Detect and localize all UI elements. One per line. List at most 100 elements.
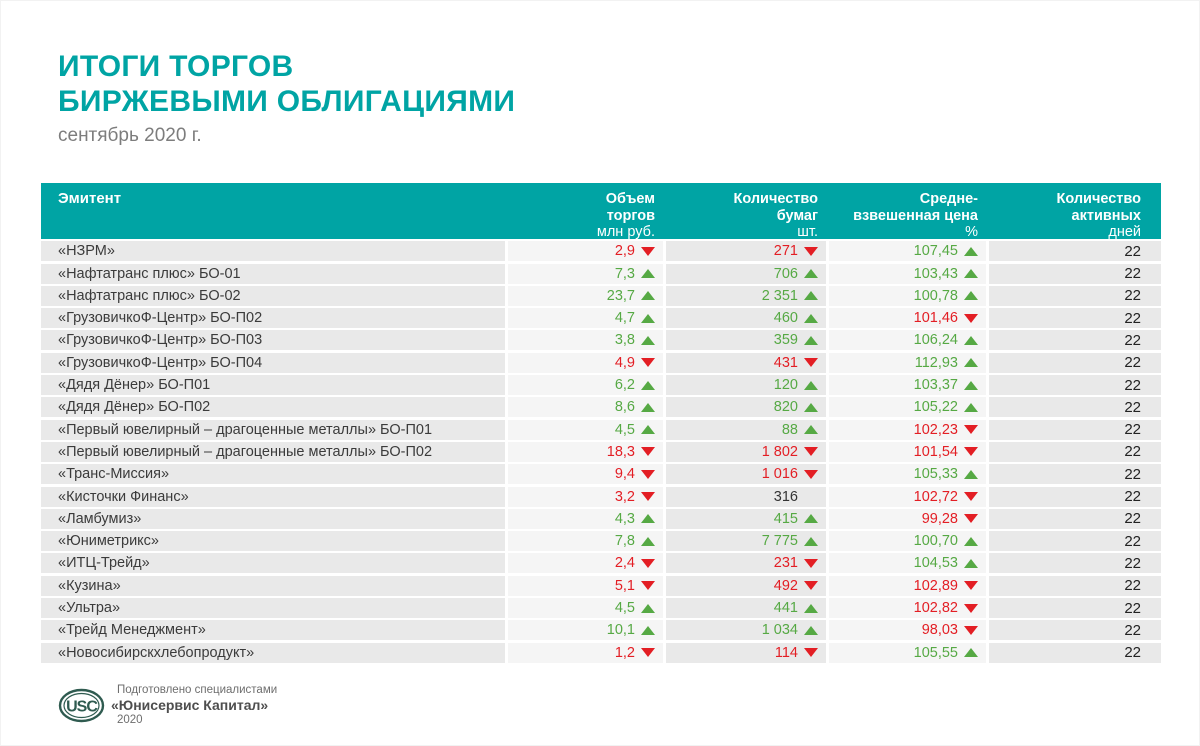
days-cell: 22 [989, 508, 1161, 529]
trend-up-icon [640, 514, 655, 524]
table-row: «Кузина» 5,1 492 102,89 22 [41, 575, 1161, 596]
quantity-cell: 120 [666, 375, 826, 396]
table-header: Эмитент Объем торгов млн руб. Количество бу… [41, 183, 1161, 240]
issuer-cell: «Ультра» [41, 598, 505, 619]
volume-cell: 18,3 [508, 441, 663, 462]
days-cell: 22 [989, 241, 1161, 262]
volume-value: 10,1 [606, 622, 635, 639]
volume-value: 4,5 [614, 421, 635, 438]
quantity-cell: 492 [666, 575, 826, 596]
price-cell: 105,33 [829, 464, 986, 485]
active-days-value: 22 [1124, 554, 1141, 572]
issuer-cell: «Дядя Дёнер» БО-П01 [41, 375, 505, 396]
volume-cell: 2,4 [508, 553, 663, 574]
quantity-value: 441 [773, 600, 798, 617]
quantity-value: 1 802 [761, 443, 798, 460]
trend-up-icon [803, 603, 818, 613]
price-cell: 112,93 [829, 352, 986, 373]
volume-value: 4,7 [614, 310, 635, 327]
trend-up-icon [963, 469, 978, 479]
days-cell: 22 [989, 285, 1161, 306]
trend-down-icon [963, 581, 978, 591]
days-cell: 22 [989, 642, 1161, 663]
trend-up-icon [963, 269, 978, 279]
table-row: «Трейд Менеджмент» 10,1 1 034 98,03 22 [41, 620, 1161, 641]
quantity-cell: 231 [666, 553, 826, 574]
volume-value: 3,2 [614, 488, 635, 505]
volume-value: 4,5 [614, 600, 635, 617]
table-row: «Ламбумиз» 4,3 415 99,28 22 [41, 508, 1161, 529]
price-cell: 102,82 [829, 598, 986, 619]
trend-up-icon [640, 335, 655, 345]
quantity-value: 492 [773, 577, 798, 594]
table-row: «Первый ювелирный – драгоценные металлы»… [41, 441, 1161, 462]
days-cell: 22 [989, 308, 1161, 329]
trend-down-icon [803, 558, 818, 568]
table-row: «Нафтатранс плюс» БО-02 23,7 2 351 100,78 22 [41, 285, 1161, 306]
quantity-cell: 820 [666, 397, 826, 418]
table-row: «ГрузовичкоФ-Центр» БО-П02 4,7 460 101,46 22 [41, 308, 1161, 329]
price-cell: 104,53 [829, 553, 986, 574]
volume-cell: 4,5 [508, 598, 663, 619]
trend-down-icon [640, 492, 655, 502]
price-cell: 102,23 [829, 419, 986, 440]
quantity-cell: 359 [666, 330, 826, 351]
trend-down-icon [803, 447, 818, 457]
trend-down-icon [963, 447, 978, 457]
trend-down-icon [640, 558, 655, 568]
price-value: 102,72 [913, 488, 958, 505]
table-row: «Кисточки Финанс» 3,2 316 102,72 22 [41, 486, 1161, 507]
days-cell: 22 [989, 397, 1161, 418]
trend-down-icon [803, 358, 818, 368]
days-cell: 22 [989, 620, 1161, 641]
volume-cell: 3,2 [508, 486, 663, 507]
quantity-value: 316 [773, 488, 798, 505]
price-value: 102,89 [913, 577, 958, 594]
price-cell: 101,46 [829, 308, 986, 329]
price-value: 104,53 [913, 555, 958, 572]
quantity-value: 7 775 [761, 533, 798, 550]
quantity-value: 706 [773, 265, 798, 282]
trend-up-icon [640, 291, 655, 301]
quantity-cell: 431 [666, 352, 826, 373]
volume-value: 4,3 [614, 510, 635, 527]
volume-value: 2,9 [614, 243, 635, 260]
volume-cell: 4,9 [508, 352, 663, 373]
trend-up-icon [803, 313, 818, 323]
price-cell: 106,24 [829, 330, 986, 351]
trend-up-icon [803, 335, 818, 345]
trend-up-icon [803, 425, 818, 435]
quantity-value: 415 [773, 510, 798, 527]
trend-up-icon [803, 625, 818, 635]
price-cell: 101,54 [829, 441, 986, 462]
days-cell: 22 [989, 419, 1161, 440]
column-header-issuer: Эмитент [58, 190, 122, 207]
table-row: «Новосибирскхлебопродукт» 1,2 114 105,55 22 [41, 642, 1161, 663]
trend-down-icon [640, 358, 655, 368]
volume-cell: 2,9 [508, 241, 663, 262]
trend-up-icon [640, 380, 655, 390]
table-row: «Транс-Миссия» 9,4 1 016 105,33 22 [41, 464, 1161, 485]
price-value: 101,46 [913, 310, 958, 327]
issuer-cell: «Нафтатранс плюс» БО-02 [41, 285, 505, 306]
issuer-cell: «ГрузовичкоФ-Центр» БО-П04 [41, 352, 505, 373]
price-value: 106,24 [913, 332, 958, 349]
trend-down-icon [640, 447, 655, 457]
volume-cell: 5,1 [508, 575, 663, 596]
table-row: «Первый ювелирный – драгоценные металлы»… [41, 419, 1161, 440]
volume-cell: 8,6 [508, 397, 663, 418]
quantity-value: 88 [781, 421, 798, 438]
price-cell: 103,43 [829, 263, 986, 284]
volume-value: 1,2 [614, 644, 635, 661]
issuer-cell: «Юниметрикс» [41, 531, 505, 552]
issuer-cell: «Нафтатранс плюс» БО-01 [41, 263, 505, 284]
trend-up-icon [963, 246, 978, 256]
quantity-cell: 7 775 [666, 531, 826, 552]
active-days-value: 22 [1124, 465, 1141, 483]
issuer-cell: «Кузина» [41, 575, 505, 596]
active-days-value: 22 [1124, 354, 1141, 372]
price-value: 101,54 [913, 443, 958, 460]
footer-company-name: «Юнисервис Капитал» [111, 697, 269, 713]
trend-down-icon [640, 246, 655, 256]
quantity-value: 120 [773, 377, 798, 394]
